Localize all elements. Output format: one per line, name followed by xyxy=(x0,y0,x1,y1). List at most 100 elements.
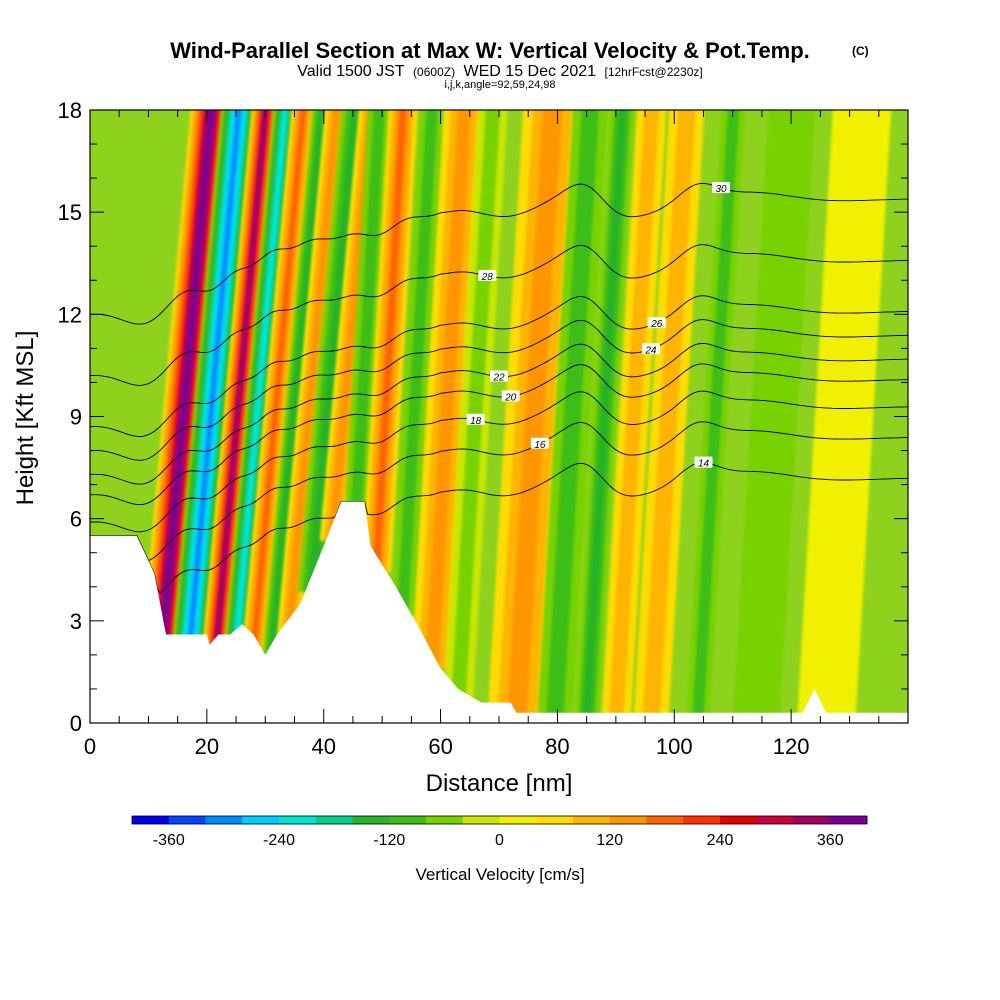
isentrope-label-text: 24 xyxy=(644,345,657,356)
isentrope-label: 28 xyxy=(478,269,497,283)
colorbar-swatch xyxy=(315,816,353,824)
isentrope-label-text: 20 xyxy=(504,392,517,403)
colorbar-swatch xyxy=(168,816,206,824)
theta-isentropes xyxy=(90,182,908,594)
isentrope-label: 14 xyxy=(694,456,713,470)
valid-date: WED 15 Dec 2021 xyxy=(464,63,597,80)
velocity-band-layer xyxy=(396,110,438,616)
x-axis-title: Distance [nm] xyxy=(426,770,573,797)
colorbar-swatch xyxy=(426,816,464,824)
isentrope-label: 26 xyxy=(647,317,666,330)
velocity-band-layer xyxy=(450,110,501,706)
isentrope-label: 24 xyxy=(641,343,660,356)
isentrope-label-text: 28 xyxy=(481,272,494,283)
colorbar-swatch xyxy=(536,816,574,824)
plot-area: 14 16 18 20 22 24 26 28 30 xyxy=(90,110,908,723)
isentrope-line xyxy=(90,244,908,386)
colorbar-tick-label: -360 xyxy=(153,832,185,849)
velocity-band-layer xyxy=(160,110,214,637)
isentrope-label: 30 xyxy=(712,182,731,195)
colorbar-swatch xyxy=(793,816,831,824)
velocity-band xyxy=(224,110,297,647)
colorbar-tick-label: 360 xyxy=(817,832,844,849)
velocity-band-layer xyxy=(186,110,242,652)
colorbar-swatch xyxy=(352,816,390,824)
x-tick-label: 100 xyxy=(656,734,693,759)
velocity-band xyxy=(732,110,816,723)
velocity-band-layer xyxy=(608,110,660,723)
isentrope-label-text: 22 xyxy=(492,372,505,383)
isentrope-label-text: 30 xyxy=(715,184,727,195)
velocity-band xyxy=(411,110,485,669)
isentrope-label-text: 16 xyxy=(534,440,546,451)
velocity-band-layer xyxy=(506,110,563,723)
grid-info: i,j,k,angle=92,59,24,98 xyxy=(444,79,555,91)
velocity-band xyxy=(487,110,582,723)
velocity-band-layer xyxy=(213,110,268,655)
colorbar-swatch xyxy=(132,816,170,824)
terrain xyxy=(90,501,908,723)
velocity-band-layer xyxy=(545,110,600,723)
velocity-band xyxy=(797,110,892,723)
isentrope-line xyxy=(90,390,908,533)
colorbar-swatch xyxy=(389,816,427,824)
isentrope-line xyxy=(90,295,908,437)
colorbar-tick-label: 240 xyxy=(707,832,734,849)
velocity-band xyxy=(142,110,232,637)
colorbar-swatch xyxy=(756,816,794,824)
velocity-band xyxy=(171,110,257,652)
colorbar-swatch xyxy=(720,816,758,824)
isentrope-labels: 14 16 18 20 22 24 26 28 30 xyxy=(466,182,731,470)
y-tick-label: 3 xyxy=(70,609,82,634)
y-tick-label: 15 xyxy=(58,200,82,225)
velocity-band-layer xyxy=(350,110,386,519)
isentrope-label: 16 xyxy=(530,437,549,451)
y-tick-label: 6 xyxy=(70,507,82,532)
colorbar-swatch xyxy=(499,816,537,824)
velocity-band xyxy=(633,110,705,723)
isentrope-line xyxy=(90,363,908,506)
colorbar-swatch xyxy=(205,816,243,824)
isentrope-label: 18 xyxy=(466,413,485,427)
x-tick-label: 20 xyxy=(195,734,219,759)
x-tick-label: 120 xyxy=(773,734,810,759)
velocity-band-layer xyxy=(268,110,325,662)
isentrope-line xyxy=(90,421,908,562)
colorbar-swatch xyxy=(830,816,868,824)
velocity-band xyxy=(443,110,508,706)
velocity-band-layer xyxy=(233,110,288,647)
isentrope-line xyxy=(90,182,908,325)
velocity-band xyxy=(361,110,418,573)
colorbar-swatch xyxy=(573,816,611,824)
isentrope-label: 20 xyxy=(501,390,520,403)
x-tick-label: 40 xyxy=(311,734,335,759)
colorbar-title: Vertical Velocity [cm/s] xyxy=(415,865,584,884)
y-axis: 0 3 6 9 12 15 18 xyxy=(58,98,908,736)
valid-prefix: Valid 1500 JST xyxy=(297,63,405,80)
isentrope-line xyxy=(90,319,908,461)
velocity-field xyxy=(142,110,892,723)
colorbar-tick-label: -120 xyxy=(373,832,405,849)
velocity-band xyxy=(601,110,667,723)
velocity-band-layer xyxy=(372,110,407,573)
velocity-band-layer xyxy=(425,110,472,669)
velocity-band xyxy=(344,110,392,519)
chart-title: Wind-Parallel Section at Max W: Vertical… xyxy=(170,38,810,63)
y-axis-title: Height [Kft MSL] xyxy=(12,331,39,506)
colorbar-swatch xyxy=(279,816,317,824)
velocity-band-layer xyxy=(284,110,341,637)
velocity-band-layer xyxy=(582,110,627,723)
valid-line: Valid 1500 JST (0600Z) WED 15 Dec 2021 [… xyxy=(297,63,702,80)
copyright-mark: (C) xyxy=(852,44,869,58)
colorbar-tick-label: 120 xyxy=(596,832,623,849)
x-tick-label: 80 xyxy=(545,734,569,759)
y-tick-label: 0 xyxy=(70,711,82,736)
velocity-band-layer xyxy=(732,110,816,723)
isentrope-label-text: 18 xyxy=(470,416,482,427)
isentrope-label-text: 26 xyxy=(650,319,663,330)
isentrope-label-text: 14 xyxy=(698,459,710,470)
colorbar-swatch xyxy=(462,816,500,824)
x-tick-label: 0 xyxy=(84,734,96,759)
colorbar-swatch xyxy=(242,816,280,824)
